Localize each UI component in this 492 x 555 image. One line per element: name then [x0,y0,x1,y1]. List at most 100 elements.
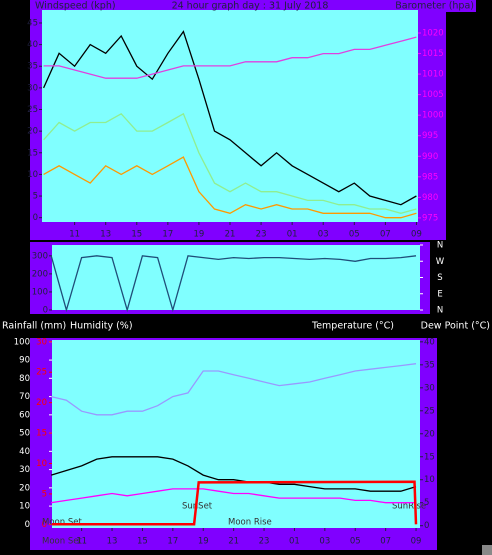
x-tick-label: 23 [256,230,267,240]
y-tick-label: 0 [33,213,38,223]
series-line [43,30,417,206]
y-label: Windspeed (kph) [35,1,116,12]
y-label: Humidity (%) [70,321,133,332]
y2-tick-label: 25 [424,406,435,416]
y2-tick-label: N [437,306,443,316]
series-line [50,255,417,313]
y-tick-label: 10 [27,170,38,180]
y2-tick-label: 980 [422,193,438,203]
y3-tick-label: 5 [42,489,47,499]
x-tick-label: 13 [107,537,118,547]
x-tick-label: 19 [198,537,209,547]
x-tick-label: 07 [380,537,391,547]
temp-plot [52,340,420,528]
y2-tick-label: 985 [422,172,438,182]
y-tick-label: 40 [19,447,30,457]
series-line [51,456,417,492]
y2-tick-label: 995 [422,131,438,141]
y-tick-label: 20 [27,127,38,137]
y-tick-label: 200 [32,269,48,279]
series-line [52,480,418,526]
series-line [43,156,417,219]
y2-label: Barometer (hpa) [395,1,474,12]
y3-tick-label: 0 [42,520,47,530]
y3-tick-label: 15 [36,429,47,439]
y3-tick-label: 25 [36,368,47,378]
y2-tick-label: 10 [424,475,435,485]
y2-tick-label: 1020 [422,29,444,39]
x-tick-label: 01 [287,230,298,240]
y-tick-label: 15 [27,148,38,158]
x-tick-label: 19 [194,230,205,240]
y-tick-label: 10 [19,502,30,512]
y2-label: Temperature (°C) [311,321,394,332]
y-tick-label: 0 [25,520,30,530]
y-tick-label: 80 [19,374,30,384]
direction-plot [52,245,420,310]
wind-plot [42,10,418,222]
y-tick-label: 30 [27,83,38,93]
x-tick-label: 09 [411,537,422,547]
y3-tick-label: 30 [36,337,47,347]
y2-tick-label: 5 [424,498,429,508]
annotation: Moon Set [42,537,82,547]
y-tick-label: 5 [33,192,38,202]
series-line [51,363,417,416]
y3-tick-label: 20 [36,398,47,408]
series-line [43,112,417,214]
y2-tick-label: 1010 [422,70,444,80]
y2-tick-label: 35 [424,360,435,370]
y2-tick-label: 1000 [422,111,444,121]
x-tick-label: 03 [318,230,329,240]
y2-tick-label: 40 [424,337,435,347]
title: 24 hour graph day : 31 July 2018 [172,1,329,12]
y3-tick-label: 10 [36,459,47,469]
y2-tick-label: 30 [424,383,435,393]
y2-label: Dew Point (°C) [421,321,490,332]
y-tick-label: 90 [19,356,30,366]
y2-tick-label: 1005 [422,90,444,100]
y-tick-label: 40 [27,40,38,50]
y2-tick-label: 0 [424,521,429,531]
y-tick-label: 70 [19,392,30,402]
y-tick-label: 30 [19,465,30,475]
y2-tick-label: W [436,257,445,267]
annotation: Moon Rise [228,518,272,528]
y-tick-label: 60 [19,410,30,420]
x-tick-label: 01 [289,537,300,547]
y-tick-label: 20 [19,483,30,493]
y2-tick-label: E [437,289,442,299]
x-tick-label: 15 [131,230,142,240]
series-line [51,488,416,504]
x-tick-label: 17 [167,537,178,547]
y-tick-label: 35 [27,62,38,72]
y-tick-label: 0 [43,306,48,316]
y3-label: Rainfall (mm) [2,321,66,332]
y2-tick-label: 975 [422,213,438,223]
y-tick-label: 50 [19,429,30,439]
annotation: SunSet [182,502,213,512]
y-tick-label: 25 [27,105,38,115]
corner [482,545,492,555]
x-tick-label: 21 [225,230,236,240]
x-tick-label: 09 [411,230,422,240]
y-tick-label: 100 [14,337,30,347]
x-tick-label: 15 [137,537,148,547]
x-tick-label: 13 [100,230,111,240]
series-line [43,36,417,79]
x-tick-label: 05 [350,537,361,547]
x-tick-label: 23 [259,537,270,547]
y2-tick-label: S [437,273,442,283]
y-tick-label: 300 [32,251,48,261]
x-tick-label: 03 [319,537,330,547]
x-tick-label: 11 [76,537,87,547]
x-tick-label: 17 [162,230,173,240]
x-tick-label: 11 [69,230,80,240]
y-tick-label: 100 [32,287,48,297]
x-tick-label: 05 [349,230,360,240]
y2-tick-label: 990 [422,152,438,162]
y2-tick-label: 15 [424,452,435,462]
x-tick-label: 07 [380,230,391,240]
annotation: SunRise [392,502,426,512]
